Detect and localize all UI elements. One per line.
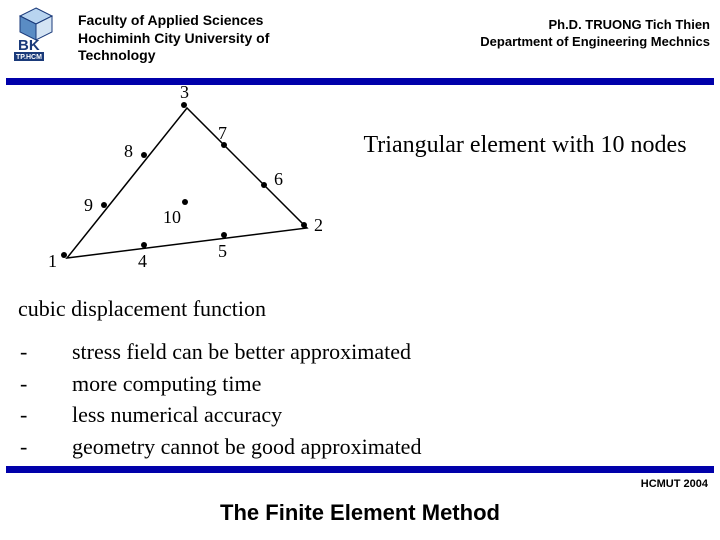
top-divider — [6, 78, 714, 85]
node-dot — [141, 242, 147, 248]
author-name: Ph.D. TRUONG Tich Thien — [548, 17, 710, 32]
bullet-dash: - — [20, 337, 70, 367]
slide-header: BK TP.HCM Faculty of Applied Sciences Ho… — [0, 0, 720, 75]
diagram-caption: Triangular element with 10 nodes — [345, 130, 705, 160]
node-label: 6 — [274, 169, 283, 190]
svg-text:BK: BK — [18, 37, 40, 54]
node-dot — [182, 199, 188, 205]
list-item: -less numerical accuracy — [20, 400, 421, 430]
node-dot — [261, 182, 267, 188]
node-dot — [221, 232, 227, 238]
footer-right: HCMUT 2004 — [641, 478, 708, 490]
node-dot — [141, 152, 147, 158]
triangle-diagram: 12345678910 — [50, 95, 340, 275]
bullet-text: stress field can be better approximated — [72, 337, 421, 367]
bullet-list: -stress field can be better approximated… — [18, 335, 423, 464]
node-label: 3 — [180, 82, 189, 103]
node-label: 10 — [163, 207, 181, 228]
node-dot — [101, 202, 107, 208]
node-label: 1 — [48, 251, 57, 272]
bullet-dash: - — [20, 432, 70, 462]
svg-text:TP.HCM: TP.HCM — [16, 54, 42, 61]
author-dept: Department of Engineering Mechnics — [480, 34, 710, 49]
bullet-dash: - — [20, 369, 70, 399]
list-item: -geometry cannot be good approximated — [20, 432, 421, 462]
bottom-divider — [6, 466, 714, 473]
node-dot — [61, 252, 67, 258]
node-label: 5 — [218, 241, 227, 262]
author-block: Ph.D. TRUONG Tich Thien Department of En… — [450, 17, 710, 51]
bk-logo: BK TP.HCM — [8, 6, 64, 62]
list-item: -stress field can be better approximated — [20, 337, 421, 367]
node-label: 2 — [314, 215, 323, 236]
node-label: 7 — [218, 123, 227, 144]
bullet-dash: - — [20, 400, 70, 430]
subtitle: cubic displacement function — [18, 296, 266, 322]
bullet-text: less numerical accuracy — [72, 400, 421, 430]
node-dot — [301, 222, 307, 228]
node-label: 8 — [124, 141, 133, 162]
node-label: 9 — [84, 195, 93, 216]
faculty-name: Faculty of Applied Sciences Hochiminh Ci… — [78, 12, 338, 65]
triangle-outline — [50, 95, 340, 275]
node-label: 4 — [138, 251, 147, 272]
bullet-text: more computing time — [72, 369, 421, 399]
list-item: -more computing time — [20, 369, 421, 399]
footer-title: The Finite Element Method — [0, 500, 720, 526]
bullet-text: geometry cannot be good approximated — [72, 432, 421, 462]
